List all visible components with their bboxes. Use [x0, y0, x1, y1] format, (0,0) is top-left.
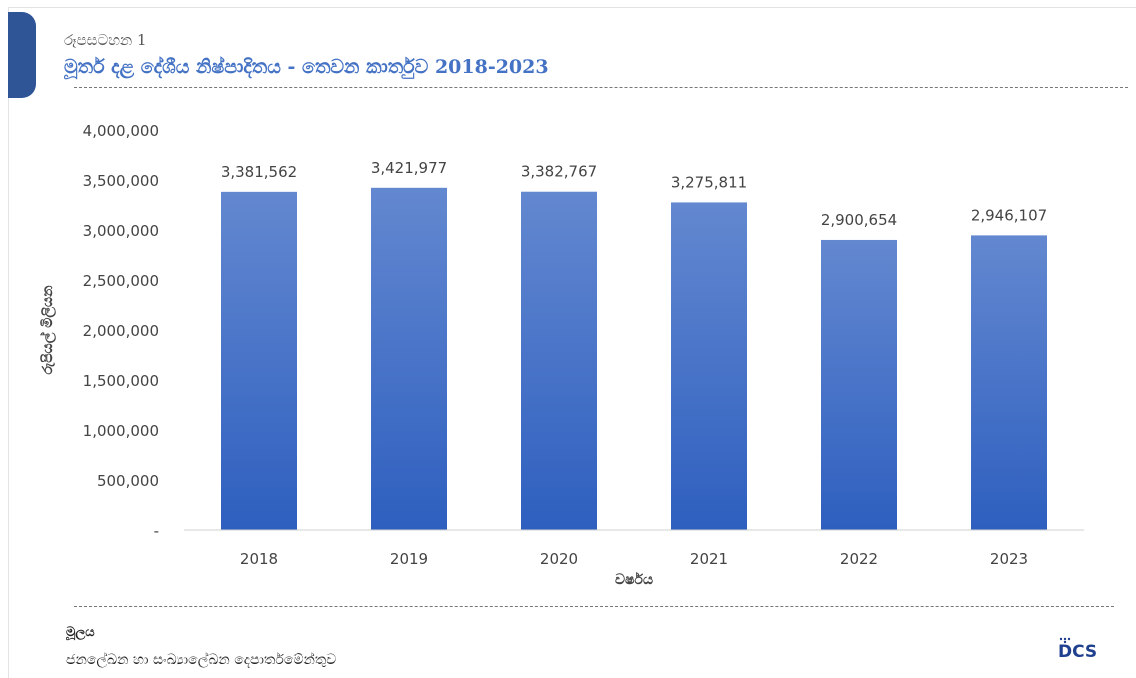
top-border	[8, 7, 1136, 8]
accent-tab	[8, 12, 36, 98]
y-tick-label: 2,500,000	[83, 272, 159, 290]
bar-2020	[521, 191, 597, 530]
data-label-2021: 3,275,811	[671, 173, 747, 191]
y-axis-title: රුපියල් මිලියන	[39, 285, 57, 375]
x-tick-label: 2020	[540, 550, 578, 568]
x-axis: 2018 2019 2020 2021 2022 2023	[184, 529, 1084, 568]
value-labels: 3,381,562 3,421,977 3,382,767 3,275,811 2,90…	[221, 159, 1047, 229]
data-label-2022: 2,900,654	[821, 211, 897, 229]
x-tick-label: 2018	[240, 550, 278, 568]
dcs-logo: DCS	[1058, 637, 1097, 659]
y-tick-label: 1,500,000	[83, 372, 159, 390]
source-label: මූලය	[66, 625, 95, 640]
x-tick-label: 2022	[840, 550, 878, 568]
y-tick-label: -	[154, 522, 159, 540]
bar-2023	[971, 235, 1047, 531]
data-label-2020: 3,382,767	[521, 163, 597, 181]
y-tick-label: 1,000,000	[83, 422, 159, 440]
data-label-2023: 2,946,107	[971, 206, 1047, 224]
bars	[221, 187, 1047, 531]
x-tick-label: 2023	[990, 550, 1028, 568]
y-axis: - 500,000 1,000,000 1,500,000 2,000,000 2,500…	[83, 122, 159, 540]
figure-title: මූර්ත දළ දේශීය නිෂ්පාදිතය - තෙවන කාර්තුව…	[64, 56, 549, 78]
x-axis-title: වර්ෂය	[615, 571, 653, 588]
source-divider	[74, 606, 1114, 607]
bar-2018	[221, 191, 297, 530]
data-label-2018: 3,381,562	[221, 163, 297, 181]
y-tick-label: 2,000,000	[83, 322, 159, 340]
title-divider	[74, 87, 1128, 88]
bar-2019	[371, 187, 447, 530]
y-tick-label: 3,500,000	[83, 172, 159, 190]
x-tick-label: 2019	[390, 550, 428, 568]
bar-2021	[671, 202, 747, 531]
figure-label: රූපසටහන 1	[64, 31, 147, 49]
y-tick-label: 4,000,000	[83, 122, 159, 140]
y-tick-label: 500,000	[97, 472, 159, 490]
logo-text: DCS	[1058, 642, 1097, 659]
data-label-2019: 3,421,977	[371, 159, 447, 177]
x-tick-label: 2021	[690, 550, 728, 568]
source-text: ජනලේඛන හා සංඛ්‍යාලේඛන දෙපාර්තමේන්තුව	[66, 652, 337, 668]
gdp-bar-chart: - 500,000 1,000,000 1,500,000 2,000,000 2,500…	[39, 122, 1084, 588]
bar-2022	[821, 239, 897, 530]
left-border	[8, 7, 9, 678]
y-tick-label: 3,000,000	[83, 222, 159, 240]
